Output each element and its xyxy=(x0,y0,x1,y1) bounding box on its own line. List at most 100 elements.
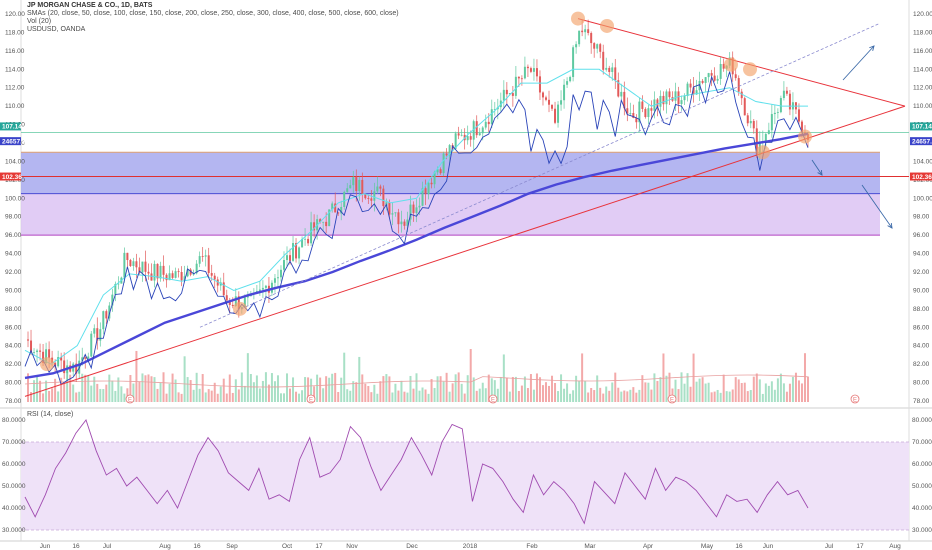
candle xyxy=(189,269,192,275)
arrow-up xyxy=(842,45,875,81)
candle xyxy=(695,90,698,95)
candle xyxy=(48,349,51,358)
red-level-badge-right xyxy=(910,172,932,181)
x-tick: Aug xyxy=(889,543,901,550)
rsi-tick-right: 60.0000 xyxy=(912,461,932,468)
volume-bar xyxy=(349,390,352,402)
highlight-circle xyxy=(756,145,770,160)
candle xyxy=(301,239,304,248)
candle xyxy=(581,30,584,33)
volume-bar xyxy=(677,389,680,402)
volume-bar xyxy=(623,390,626,402)
last-price-badge-right xyxy=(910,122,932,131)
earnings-marker-label: E xyxy=(309,397,313,403)
y-tick-left: 116.00 xyxy=(5,48,25,55)
volume-bar xyxy=(719,392,722,402)
candle xyxy=(99,329,102,341)
candle xyxy=(132,261,135,266)
candle xyxy=(352,177,355,186)
candle xyxy=(466,136,469,141)
candle xyxy=(776,112,779,113)
candle xyxy=(210,273,213,276)
volume-bar xyxy=(337,391,340,402)
candle xyxy=(490,109,493,125)
volume-bar xyxy=(252,382,255,402)
y-tick-right: 84.00 xyxy=(913,343,930,350)
y-tick-left: 84.00 xyxy=(5,343,22,350)
volume-bar xyxy=(310,378,313,402)
volume-bar xyxy=(454,374,457,402)
volume-bar xyxy=(532,389,535,402)
volume-bar xyxy=(27,373,30,402)
volume-bar xyxy=(511,376,514,402)
candle xyxy=(286,255,289,261)
candle xyxy=(264,285,267,288)
candle xyxy=(505,89,508,95)
volume-bar xyxy=(237,389,240,402)
x-tick: Jun xyxy=(763,543,774,550)
volume-bar xyxy=(566,383,569,402)
volume-bar xyxy=(289,388,292,402)
volume-bar xyxy=(487,374,490,402)
volume-bar xyxy=(596,375,599,402)
candle xyxy=(427,182,430,195)
volume-bar xyxy=(575,375,578,402)
volume-bar xyxy=(388,376,391,402)
earnings-marker xyxy=(125,394,135,404)
volume-bar xyxy=(204,392,207,402)
candle xyxy=(331,203,334,210)
candle xyxy=(135,261,138,268)
volume-bar xyxy=(680,372,683,402)
candle xyxy=(409,204,412,220)
volume-bar xyxy=(135,350,138,402)
candle xyxy=(605,67,608,70)
candle xyxy=(716,78,719,81)
rsi-tick-right: 30.0000 xyxy=(912,527,932,534)
volume-bar xyxy=(743,382,746,402)
earnings-marker-label: E xyxy=(128,397,132,403)
volume-bar xyxy=(48,390,51,402)
volume-bar xyxy=(409,375,412,402)
volume-bar xyxy=(418,390,421,402)
candle xyxy=(111,294,114,306)
volume-bar xyxy=(590,388,593,402)
volume-bar xyxy=(355,382,358,402)
candle xyxy=(538,76,541,93)
candle xyxy=(343,191,346,207)
volume-bar xyxy=(764,383,767,402)
highlight-circle xyxy=(40,357,54,372)
candle xyxy=(39,350,42,352)
volume-bar xyxy=(240,372,243,402)
candle xyxy=(578,30,581,45)
volume-bar xyxy=(54,378,57,402)
x-tick: Jun xyxy=(40,543,51,550)
volume-bar xyxy=(557,391,560,402)
volume-bar xyxy=(587,392,590,402)
candle xyxy=(508,93,511,95)
candle xyxy=(596,44,599,49)
volume-bar xyxy=(707,382,710,402)
rsi-tick-left: 80.0000 xyxy=(2,417,26,424)
volume-bar xyxy=(183,356,186,402)
candle xyxy=(548,99,551,105)
candle xyxy=(108,305,111,319)
volume-bar xyxy=(548,385,551,402)
candle xyxy=(36,350,39,353)
volume-bar xyxy=(364,383,367,402)
volume-bar xyxy=(99,388,102,402)
candle xyxy=(418,205,421,208)
volume-bar xyxy=(123,393,126,402)
volume-bar xyxy=(448,391,451,402)
candle xyxy=(674,91,677,101)
volume-bar xyxy=(475,390,478,402)
candle xyxy=(683,96,686,101)
candle xyxy=(788,93,791,110)
volume-bar xyxy=(451,383,454,402)
y-tick-right: 104.00 xyxy=(913,158,932,165)
falling-resistance-line xyxy=(577,18,906,107)
volume-bar xyxy=(150,376,153,402)
volume-bar xyxy=(439,376,442,402)
volume-bar xyxy=(731,389,734,402)
volume-bar xyxy=(367,385,370,402)
